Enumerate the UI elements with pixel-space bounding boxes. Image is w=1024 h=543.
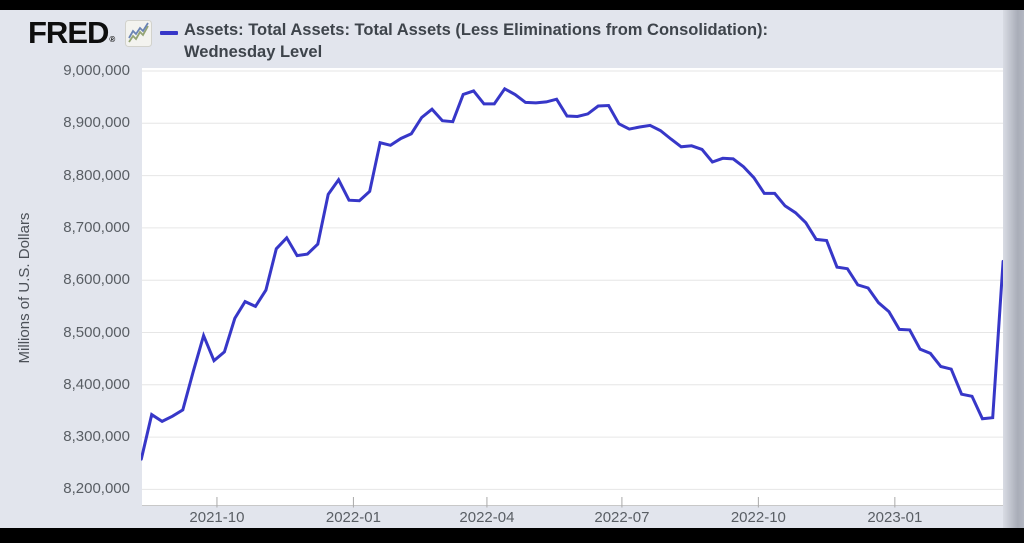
fred-logo-text: FRED	[28, 15, 109, 50]
x-tick-label: 2022-07	[594, 509, 650, 526]
series-title: Assets: Total Assets: Total Assets (Less…	[184, 19, 884, 63]
y-tick-label: 8,600,000	[63, 271, 130, 289]
x-tick-label: 2023-01	[867, 509, 923, 526]
right-edge-shadow	[1003, 10, 1024, 528]
x-tick-label: 2022-10	[730, 509, 786, 526]
x-tick-label: 2022-01	[325, 509, 381, 526]
y-tick-label: 8,700,000	[63, 218, 130, 236]
y-tick-label: 9,000,000	[63, 62, 130, 79]
y-tick-label: 8,900,000	[63, 114, 130, 132]
y-tick-label: 8,400,000	[63, 375, 130, 393]
bottom-black-bar	[0, 528, 1024, 543]
y-tick-label: 8,300,000	[63, 428, 130, 446]
series-title-line1: Assets: Total Assets: Total Assets (Less…	[184, 21, 769, 39]
series-title-line2: Wednesday Level	[184, 43, 323, 61]
y-tick-label: 8,200,000	[63, 480, 130, 498]
plot-area[interactable]	[142, 68, 1003, 505]
y-tick-label: 8,800,000	[63, 166, 130, 184]
x-tick-label: 2022-04	[459, 509, 515, 526]
fred-logo[interactable]: FRED®	[28, 15, 116, 51]
registered-trademark-symbol: ®	[109, 35, 116, 44]
x-tick-label: 2021-10	[189, 509, 245, 526]
y-tick-label: 8,500,000	[63, 323, 130, 341]
legend-line-swatch	[160, 31, 178, 35]
mini-chart-icon	[125, 20, 152, 47]
top-black-bar	[0, 0, 1024, 10]
